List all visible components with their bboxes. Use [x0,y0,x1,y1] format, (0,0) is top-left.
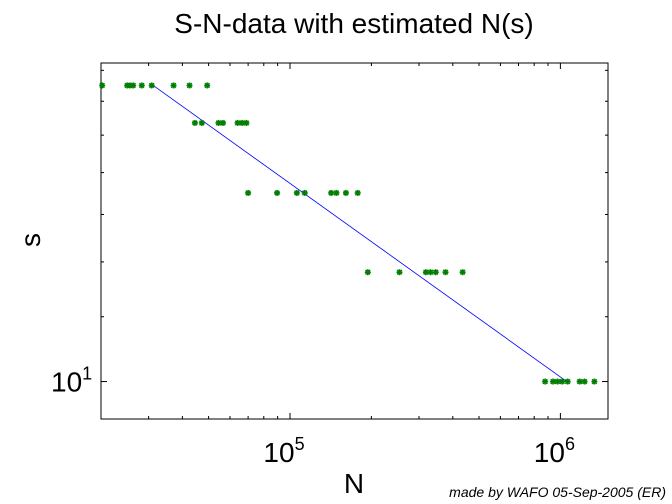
data-point [564,378,571,385]
data-point [432,269,439,276]
data-point [243,119,250,126]
data-point [442,269,449,276]
y-axis-label: s [15,233,46,247]
plot-area [100,62,609,420]
data-point [542,378,549,385]
data-point [191,119,198,126]
data-point [396,269,403,276]
data-point [591,378,598,385]
data-point [219,119,226,126]
data-point [170,82,177,89]
data-point [148,82,155,89]
data-point [138,82,145,89]
credit-annotation: made by WAFO 05-Sep-2005 (ER) [449,484,666,500]
data-point [333,189,340,196]
data-point [554,378,561,385]
data-point [99,82,106,89]
estimated-n-line [152,85,568,382]
x-tick-label: 105 [263,434,304,468]
x-axis-label: N [344,468,364,499]
x-tick-label: 106 [534,434,575,468]
data-point [186,82,193,89]
data-point [422,269,429,276]
data-point [459,269,466,276]
data-point [204,82,211,89]
fit-line-series [152,85,568,382]
data-point [581,378,588,385]
x-tick-labels: 105 106 [263,434,575,468]
data-point [274,189,281,196]
data-point [364,269,371,276]
axis-ticks [101,63,608,420]
data-point [130,82,137,89]
data-point [198,119,205,126]
data-point [245,189,252,196]
data-point [559,378,566,385]
data-point [354,189,361,196]
chart-title: S-N-data with estimated N(s) [174,8,533,39]
data-point [427,269,434,276]
data-point [342,189,349,196]
data-points-series [99,82,598,385]
data-point [328,189,335,196]
data-point [293,189,300,196]
data-point [301,189,308,196]
y-tick-label: 101 [51,364,92,398]
y-tick-labels: 101 [51,364,92,398]
